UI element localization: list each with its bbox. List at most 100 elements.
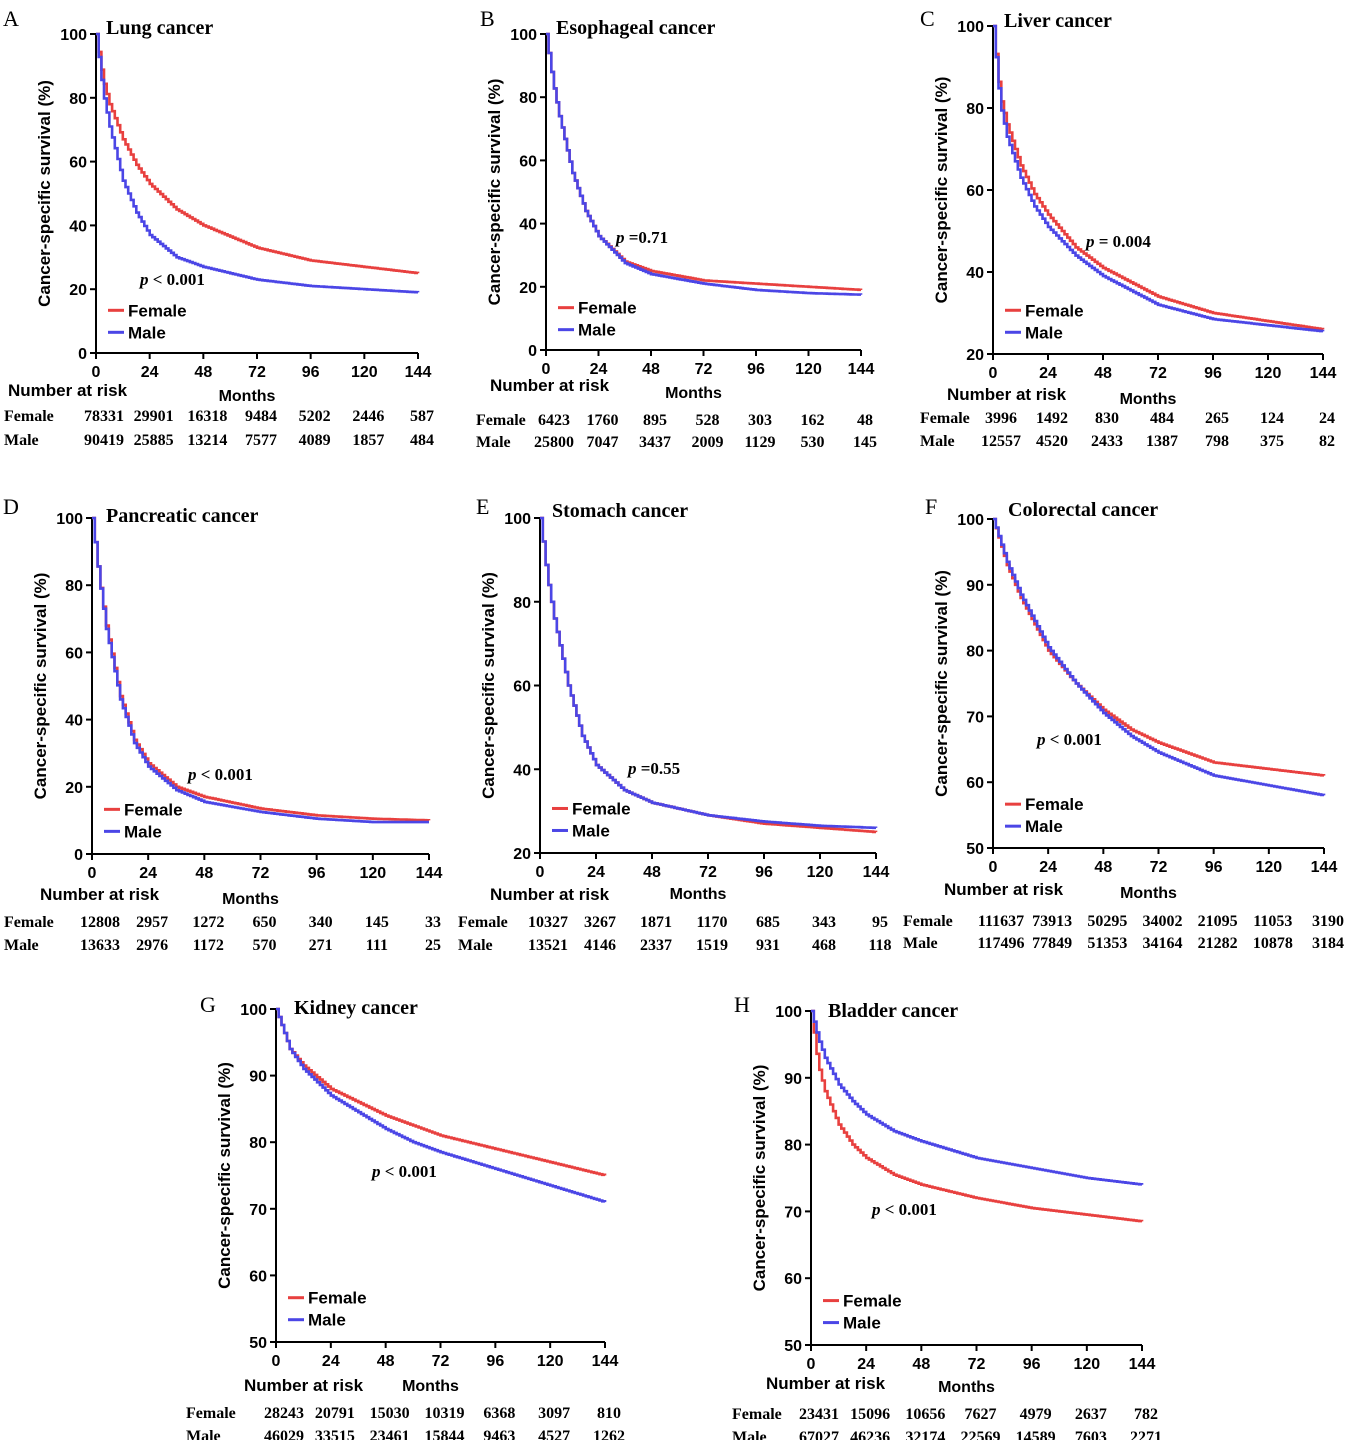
- x-axis-label: Months: [402, 1378, 459, 1395]
- risk-value: 4527: [538, 1428, 570, 1440]
- y-axis-label: Cancer-specific survival (%): [932, 570, 951, 797]
- risk-row-label: Female: [732, 1406, 782, 1423]
- risk-table: Number at risk Female 10327 3267 1871 1170 685…: [458, 885, 892, 954]
- y-tick-label: 90: [249, 1069, 267, 1086]
- risk-value: 3996: [985, 410, 1017, 427]
- x-tick-label: 120: [1073, 1356, 1100, 1373]
- risk-value: 895: [643, 412, 667, 429]
- x-tick-label: 24: [322, 1353, 340, 1370]
- x-axis-label: Months: [222, 891, 279, 908]
- series-line-female: [993, 24, 1325, 331]
- x-tick-label: 144: [848, 361, 875, 378]
- y-tick-label: 60: [249, 1268, 267, 1285]
- y-tick-label: 70: [966, 709, 984, 726]
- risk-value: 28243: [264, 1405, 304, 1422]
- risk-value: 1387: [1146, 433, 1178, 450]
- risk-value: 50295: [1087, 913, 1127, 930]
- x-tick-label: 0: [92, 364, 101, 381]
- x-tick-label: 24: [1039, 859, 1057, 876]
- x-axis-label: Months: [1120, 391, 1177, 408]
- risk-value: 3267: [584, 914, 616, 931]
- risk-row-label: Male: [903, 935, 938, 952]
- axes: 0 20 40 60 80 100 0 24 48 72 96 120 144: [510, 27, 874, 378]
- legend: Female Male: [823, 1292, 902, 1333]
- risk-table-heading: Number at risk: [40, 885, 160, 904]
- risk-value: 3190: [1312, 913, 1344, 930]
- x-tick-label: 144: [405, 364, 432, 381]
- risk-value: 25885: [134, 432, 174, 449]
- x-tick-label: 72: [252, 865, 270, 882]
- x-tick-label: 48: [642, 361, 660, 378]
- risk-value: 24: [1319, 410, 1335, 427]
- risk-table-heading: Number at risk: [947, 385, 1067, 404]
- y-tick-label: 100: [957, 512, 984, 529]
- x-tick-label: 24: [141, 364, 159, 381]
- x-tick-label: 48: [1094, 859, 1112, 876]
- series-line-female: [540, 516, 878, 834]
- y-axis-label: Cancer-specific survival (%): [932, 77, 951, 304]
- risk-table: Number at risk Female 6423 1760 895 528 303 162…: [476, 376, 877, 451]
- x-tick-label: 48: [1094, 365, 1112, 382]
- x-tick-label: 72: [699, 864, 717, 881]
- risk-table-heading: Number at risk: [766, 1374, 886, 1393]
- panel-e: E Stomach cancer 20 40 60 80 100 0 24 48 72 96 120 14…: [458, 494, 892, 954]
- panel-letter: B: [480, 6, 495, 31]
- risk-value: 4979: [1020, 1406, 1052, 1423]
- risk-value: 484: [410, 432, 434, 449]
- y-tick-label: 60: [65, 645, 83, 662]
- risk-value: 29901: [134, 408, 174, 425]
- x-tick-label: 0: [989, 859, 998, 876]
- y-tick-label: 60: [966, 183, 984, 200]
- axes: 50 60 70 80 90 100 0 24 48 72 96 120 144: [775, 1004, 1155, 1373]
- risk-value: 798: [1205, 433, 1229, 450]
- x-tick-label: 72: [968, 1356, 986, 1373]
- risk-value: 25800: [534, 434, 574, 451]
- y-axis-label: Cancer-specific survival (%): [215, 1062, 234, 1289]
- risk-value: 1492: [1036, 410, 1068, 427]
- risk-value: 2957: [136, 914, 168, 931]
- risk-row-label: Male: [186, 1428, 221, 1440]
- y-axis-label: Cancer-specific survival (%): [35, 80, 54, 307]
- panel-letter: D: [3, 494, 19, 519]
- p-value-annotation: p < 0.001: [870, 1200, 937, 1219]
- p-value-annotation: p =0.71: [614, 228, 668, 247]
- x-tick-label: 48: [194, 364, 212, 381]
- risk-row-label: Female: [4, 914, 54, 931]
- risk-row-label: Female: [476, 412, 526, 429]
- series-line-female: [96, 32, 420, 275]
- risk-value: 78331: [84, 408, 124, 425]
- y-tick-label: 90: [784, 1071, 802, 1088]
- risk-row-label: Male: [4, 432, 39, 449]
- risk-row-label: Female: [4, 408, 54, 425]
- panel-letter: E: [476, 494, 489, 519]
- risk-value: 271: [309, 937, 333, 954]
- risk-value: 12557: [981, 433, 1021, 450]
- risk-value: 1129: [744, 434, 775, 451]
- y-tick-label: 40: [513, 762, 531, 779]
- risk-value: 265: [1205, 410, 1229, 427]
- x-tick-label: 96: [308, 865, 326, 882]
- risk-value: 528: [696, 412, 720, 429]
- chart-title: Bladder cancer: [828, 1000, 958, 1022]
- y-tick-label: 80: [249, 1135, 267, 1152]
- x-tick-label: 144: [1311, 859, 1338, 876]
- x-tick-label: 0: [807, 1356, 816, 1373]
- x-tick-label: 120: [351, 364, 378, 381]
- y-tick-label: 20: [513, 846, 531, 863]
- y-axis-label: Cancer-specific survival (%): [750, 1065, 769, 1292]
- axes: 50 60 70 80 90 100 0 24 48 72 96 120 144: [957, 512, 1337, 876]
- p-value-annotation: p =0.55: [626, 759, 680, 778]
- legend-label-male: Male: [572, 821, 610, 840]
- x-tick-label: 48: [377, 1353, 395, 1370]
- risk-value: 117496: [977, 935, 1024, 952]
- risk-value: 22569: [961, 1429, 1001, 1440]
- y-tick-label: 80: [65, 578, 83, 595]
- y-tick-label: 80: [519, 90, 537, 107]
- risk-value: 931: [756, 937, 780, 954]
- risk-value: 2637: [1075, 1406, 1107, 1423]
- risk-value: 11053: [1253, 913, 1292, 930]
- risk-table-heading: Number at risk: [490, 885, 610, 904]
- risk-value: 468: [812, 937, 836, 954]
- panel-letter: G: [200, 992, 216, 1017]
- risk-value: 73913: [1032, 913, 1072, 930]
